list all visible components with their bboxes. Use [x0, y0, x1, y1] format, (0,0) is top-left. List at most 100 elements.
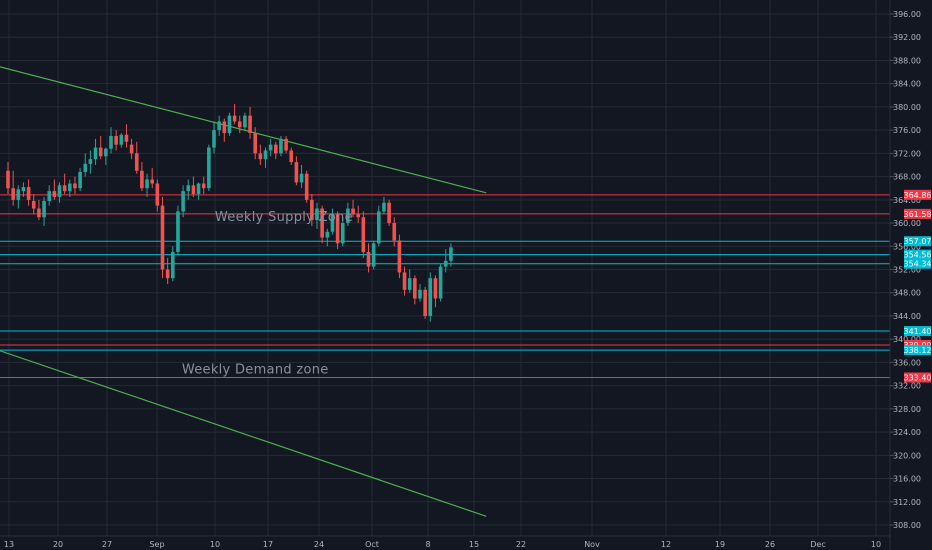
candle[interactable]: [26, 179, 31, 206]
candle[interactable]: [83, 153, 88, 177]
candle[interactable]: [227, 112, 232, 136]
candle[interactable]: [366, 243, 371, 273]
candle[interactable]: [335, 211, 340, 250]
candle[interactable]: [330, 208, 335, 235]
candle[interactable]: [258, 144, 263, 165]
candle[interactable]: [114, 130, 118, 151]
candle[interactable]: [88, 150, 93, 174]
candle[interactable]: [351, 199, 355, 218]
candle[interactable]: [274, 141, 278, 160]
candle[interactable]: [57, 182, 62, 203]
zone-annotation[interactable]: Weekly Demand zone: [182, 362, 329, 377]
candle[interactable]: [98, 135, 103, 160]
candle[interactable]: [78, 167, 82, 192]
candle[interactable]: [11, 170, 15, 206]
candle[interactable]: [263, 147, 268, 168]
candle[interactable]: [418, 284, 422, 302]
candle[interactable]: [119, 133, 124, 148]
candle[interactable]: [186, 179, 191, 200]
candle[interactable]: [392, 217, 397, 247]
candle[interactable]: [294, 156, 299, 186]
candle[interactable]: [104, 147, 108, 165]
price-level-badge[interactable]: 333.40: [904, 372, 932, 383]
candle[interactable]: [356, 205, 360, 224]
candle[interactable]: [377, 205, 381, 247]
candle[interactable]: [109, 127, 113, 154]
candle[interactable]: [6, 162, 10, 195]
candle[interactable]: [371, 240, 376, 270]
candle[interactable]: [346, 202, 350, 226]
price-level-badge[interactable]: 338.12: [904, 345, 932, 356]
candle[interactable]: [413, 275, 417, 305]
candle[interactable]: [443, 249, 448, 273]
candle[interactable]: [165, 257, 170, 285]
candle[interactable]: [387, 199, 391, 226]
candle[interactable]: [243, 112, 247, 131]
price-level-badge[interactable]: 357.07: [904, 236, 932, 247]
candle[interactable]: [31, 194, 36, 215]
candle[interactable]: [382, 196, 386, 215]
candle[interactable]: [361, 211, 366, 258]
candle[interactable]: [340, 217, 345, 247]
candle[interactable]: [201, 176, 206, 195]
candle[interactable]: [73, 176, 77, 195]
candle[interactable]: [325, 228, 330, 247]
candle[interactable]: [134, 141, 139, 174]
candle[interactable]: [397, 234, 402, 279]
price-level-badge[interactable]: 354.56: [904, 249, 932, 260]
candle[interactable]: [407, 269, 412, 293]
candle[interactable]: [232, 104, 237, 125]
candle[interactable]: [310, 194, 314, 226]
candle[interactable]: [438, 263, 443, 302]
candle[interactable]: [42, 196, 46, 226]
candle[interactable]: [145, 173, 149, 197]
price-level-badge[interactable]: 364.86: [904, 189, 932, 200]
candle[interactable]: [150, 167, 154, 189]
candle[interactable]: [289, 147, 294, 165]
trendline[interactable]: [0, 350, 487, 517]
candle[interactable]: [196, 182, 201, 200]
candle[interactable]: [304, 170, 309, 203]
candle[interactable]: [37, 199, 41, 221]
candle[interactable]: [423, 286, 427, 319]
candle[interactable]: [284, 135, 288, 154]
candle[interactable]: [21, 182, 26, 197]
candle[interactable]: [268, 138, 273, 157]
candle[interactable]: [93, 138, 98, 165]
candle[interactable]: [237, 115, 242, 134]
candle[interactable]: [129, 138, 134, 160]
time-axis[interactable]: 13 20 27 Sep 10 17 24 Oct 8 15 22 Nov 12 19 26 Dec 10: [4, 540, 881, 549]
candle[interactable]: [402, 266, 407, 296]
candle[interactable]: [320, 205, 324, 244]
candle[interactable]: [191, 176, 196, 197]
candle[interactable]: [155, 179, 160, 212]
candle[interactable]: [207, 144, 211, 192]
candle[interactable]: [176, 205, 180, 255]
candle[interactable]: [433, 275, 438, 308]
candle[interactable]: [47, 185, 51, 206]
candle[interactable]: [124, 124, 129, 148]
candle[interactable]: [299, 164, 304, 189]
candle[interactable]: [428, 272, 433, 322]
candle[interactable]: [217, 115, 221, 136]
candle[interactable]: [222, 118, 227, 142]
candle[interactable]: [315, 202, 319, 229]
candle[interactable]: [212, 121, 216, 154]
trendline[interactable]: [0, 66, 487, 194]
candle[interactable]: [253, 127, 257, 160]
candle[interactable]: [248, 106, 252, 139]
price-axis-panel[interactable]: [890, 0, 932, 550]
candle[interactable]: [279, 135, 283, 157]
zone-annotation[interactable]: Weekly Supply Zone: [215, 210, 353, 225]
candle[interactable]: [181, 185, 185, 218]
candle[interactable]: [449, 243, 453, 267]
candle[interactable]: [52, 179, 57, 200]
candle[interactable]: [171, 246, 175, 282]
candle[interactable]: [16, 185, 21, 209]
candle[interactable]: [62, 173, 67, 195]
price-level-badge[interactable]: 361.58: [904, 208, 932, 219]
price-level-badge[interactable]: 341.40: [904, 326, 932, 337]
candle[interactable]: [68, 179, 72, 197]
candle[interactable]: [160, 196, 165, 279]
